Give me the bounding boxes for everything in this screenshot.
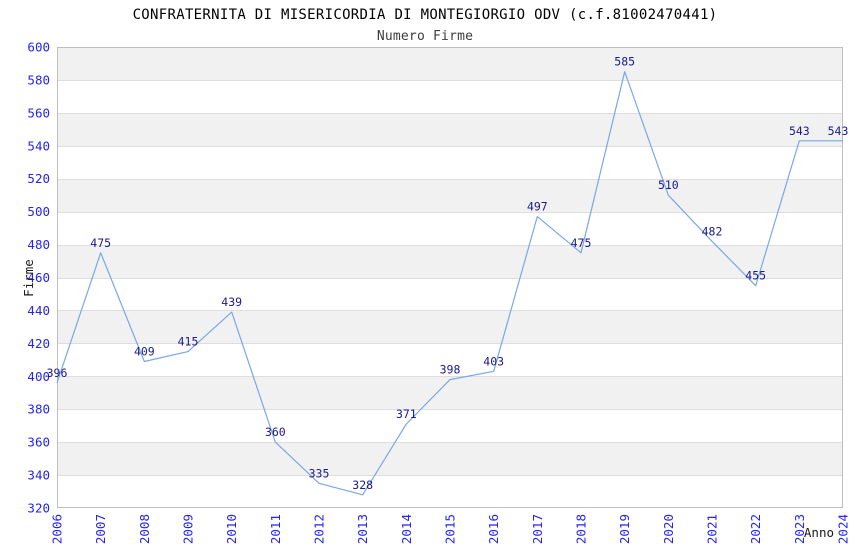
y-tick-label: 320 bbox=[27, 501, 50, 516]
y-tick-label: 340 bbox=[27, 468, 50, 483]
y-tick-label: 420 bbox=[27, 336, 50, 351]
data-point-label: 543 bbox=[828, 124, 849, 138]
y-tick-label: 360 bbox=[27, 435, 50, 450]
data-point-label: 398 bbox=[440, 363, 461, 377]
y-tick-label: 600 bbox=[27, 40, 50, 55]
x-tick-label: 2016 bbox=[486, 514, 501, 544]
x-tick-label: 2024 bbox=[836, 514, 850, 544]
plot-band bbox=[57, 179, 843, 212]
plot-band bbox=[57, 245, 843, 278]
x-tick-label: 2021 bbox=[705, 514, 720, 544]
y-tick-label: 560 bbox=[27, 105, 50, 120]
x-tick-label: 2015 bbox=[443, 514, 458, 544]
x-tick-label: 2017 bbox=[530, 514, 545, 544]
plot-band bbox=[57, 442, 843, 475]
x-tick-label: 2008 bbox=[137, 514, 152, 544]
x-tick-label: 2006 bbox=[50, 514, 65, 544]
chart-subtitle: Numero Firme bbox=[376, 29, 474, 44]
data-point-label: 585 bbox=[614, 55, 635, 69]
x-tick-label: 2010 bbox=[224, 514, 239, 544]
data-point-label: 396 bbox=[47, 366, 68, 380]
data-line bbox=[56, 71, 843, 496]
y-axis-label: Firme bbox=[21, 259, 36, 297]
plot-border bbox=[57, 47, 843, 508]
x-tick-label: 2019 bbox=[617, 514, 632, 544]
y-tick-label: 440 bbox=[27, 303, 50, 318]
data-point-label: 475 bbox=[571, 236, 592, 250]
x-tick-label: 2012 bbox=[312, 514, 327, 544]
x-tick-label: 2020 bbox=[661, 514, 676, 544]
data-point-label: 455 bbox=[745, 269, 766, 283]
plot-band bbox=[57, 47, 843, 80]
y-tick-label: 400 bbox=[27, 369, 50, 384]
data-point-label: 510 bbox=[658, 178, 679, 192]
chart-title: CONFRATERNITA DI MISERICORDIA DI MONTEGI… bbox=[132, 7, 718, 23]
y-tick-label: 520 bbox=[27, 171, 50, 186]
plot-band bbox=[57, 310, 843, 343]
data-point-label: 403 bbox=[483, 354, 504, 368]
data-point-label: 409 bbox=[134, 344, 155, 358]
plot-band bbox=[57, 113, 843, 146]
y-tick-label: 500 bbox=[27, 204, 50, 219]
data-point-label: 415 bbox=[178, 335, 199, 349]
x-tick-label: 2023 bbox=[792, 514, 807, 544]
x-tick-label: 2009 bbox=[181, 514, 196, 544]
x-axis-label: Anno bbox=[804, 525, 834, 540]
y-tick-label: 460 bbox=[27, 270, 50, 285]
data-point-label: 439 bbox=[221, 295, 242, 309]
data-point-label: 482 bbox=[702, 224, 723, 238]
y-tick-label: 580 bbox=[27, 72, 50, 87]
x-tick-label: 2014 bbox=[399, 514, 414, 544]
data-point-label: 328 bbox=[352, 478, 373, 492]
y-tick-label: 540 bbox=[27, 138, 50, 153]
data-point-label: 543 bbox=[789, 124, 810, 138]
data-point-label: 360 bbox=[265, 425, 286, 439]
data-point-label: 497 bbox=[527, 200, 548, 214]
data-point-label: 371 bbox=[396, 407, 417, 421]
plot-band bbox=[57, 376, 843, 409]
x-tick-label: 2007 bbox=[93, 514, 108, 544]
x-tick-label: 2011 bbox=[268, 514, 283, 544]
x-tick-label: 2022 bbox=[748, 514, 763, 544]
y-tick-label: 480 bbox=[27, 237, 50, 252]
data-point-label: 475 bbox=[90, 236, 111, 250]
data-point-label: 335 bbox=[309, 466, 330, 480]
x-tick-label: 2013 bbox=[355, 514, 370, 544]
x-tick-label: 2018 bbox=[574, 514, 589, 544]
y-tick-label: 380 bbox=[27, 402, 50, 417]
